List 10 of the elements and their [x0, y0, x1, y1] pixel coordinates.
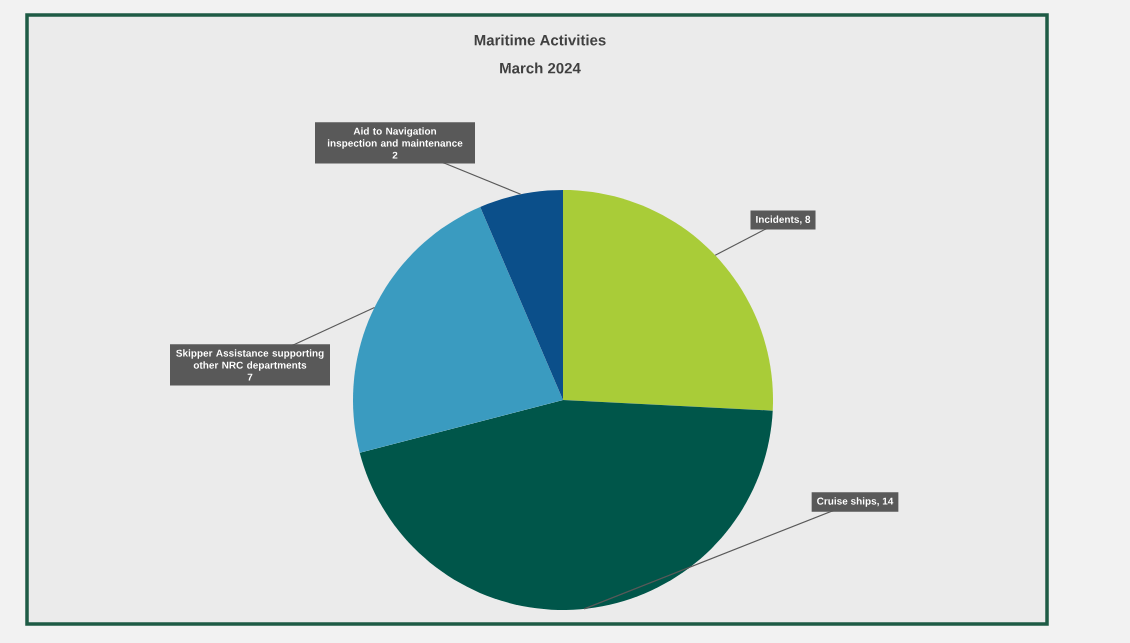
data-label: 2 — [392, 151, 398, 159]
chart-subtitle: March 2024 — [500, 62, 581, 74]
slice-label: Skipper Assistance supporting other NRC departments — [176, 349, 324, 371]
slice-label: Incidents — [756, 215, 799, 223]
data-label: 7 — [247, 373, 253, 381]
slice-label: Cruise ships — [817, 497, 877, 507]
data-label: , 8 — [800, 215, 811, 225]
data-label: , 14 — [877, 497, 894, 507]
chart-title: Maritime Activities — [474, 34, 606, 46]
slice-label: Aid to Navigation inspection and maintenance — [327, 127, 463, 149]
